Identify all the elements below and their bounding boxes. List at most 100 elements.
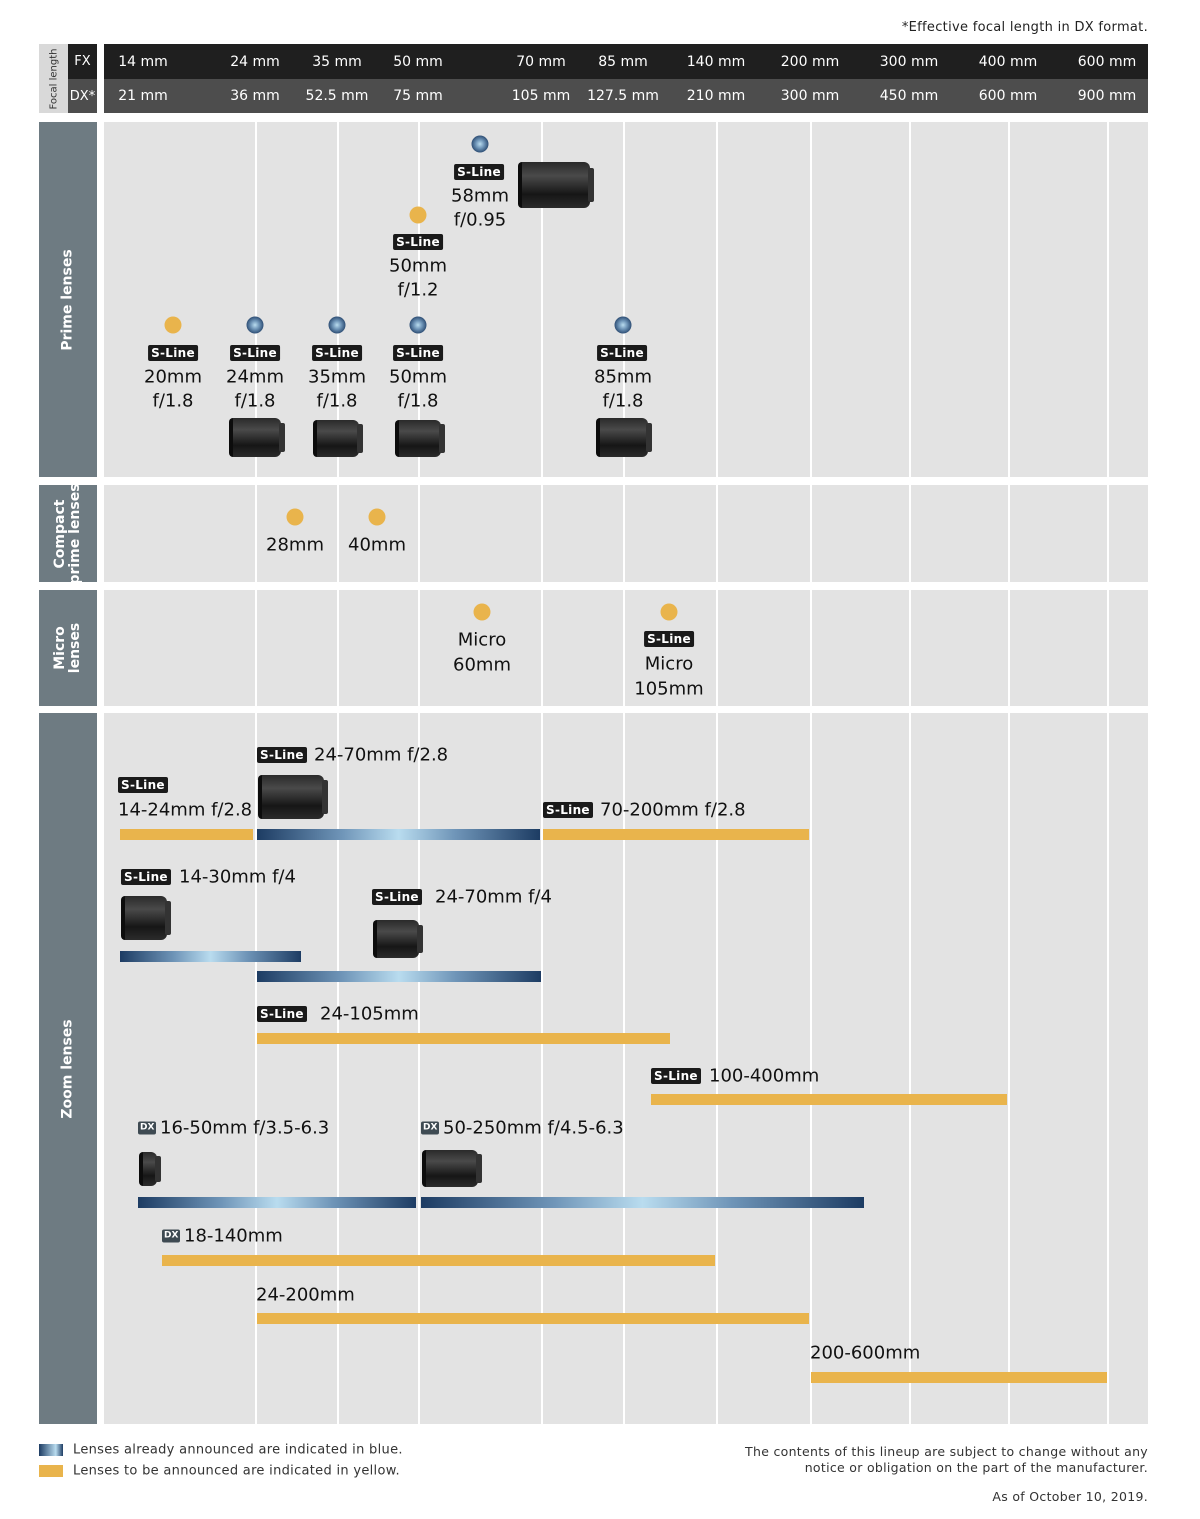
dx-focal-5: 127.5 mm bbox=[587, 88, 659, 104]
gridline bbox=[541, 713, 543, 1424]
fx-label: FX bbox=[68, 44, 97, 79]
dx-label: DX* bbox=[68, 79, 97, 113]
fx-focal-8: 300 mm bbox=[879, 54, 939, 70]
prime-grid bbox=[104, 122, 1148, 477]
disclaimer-line: The contents of this lineup are subject … bbox=[745, 1444, 1148, 1459]
lens-aperture[interactable]: f/0.95 bbox=[453, 209, 507, 231]
gridline bbox=[255, 122, 257, 477]
gridline bbox=[716, 122, 718, 477]
lens-label[interactable]: 14-30mm f/4 bbox=[179, 866, 296, 888]
lens-label[interactable]: 16-50mm f/3.5-6.3 bbox=[160, 1117, 330, 1139]
disclaimer: The contents of this lineup are subject … bbox=[745, 1444, 1148, 1476]
lens-focal[interactable]: 28mm bbox=[266, 534, 324, 556]
lens-focal[interactable]: 105mm bbox=[634, 678, 704, 700]
gridline bbox=[1107, 590, 1109, 706]
lens-type[interactable]: Micro bbox=[644, 653, 694, 675]
lens-focal[interactable]: 35mm bbox=[308, 366, 366, 388]
sline-badge: S-Line bbox=[393, 345, 443, 361]
gridline bbox=[810, 590, 812, 706]
lens-aperture[interactable]: f/1.8 bbox=[602, 390, 644, 412]
lens-aperture[interactable]: f/1.8 bbox=[234, 390, 276, 412]
gridline bbox=[1008, 713, 1010, 1424]
gridline bbox=[418, 485, 420, 582]
lens-aperture[interactable]: f/1.2 bbox=[397, 279, 439, 301]
gridline bbox=[716, 590, 718, 706]
lens-focal[interactable]: 85mm bbox=[594, 366, 652, 388]
dx-focal-8: 450 mm bbox=[879, 88, 939, 104]
sline-badge: S-Line bbox=[651, 1068, 701, 1084]
lens-label[interactable]: 70-200mm f/2.8 bbox=[600, 799, 746, 821]
lens-type[interactable]: Micro bbox=[457, 629, 507, 651]
legend-yellow-swatch bbox=[39, 1465, 63, 1477]
lens-aperture[interactable]: f/1.8 bbox=[152, 390, 194, 412]
range-bar-14-30 bbox=[120, 951, 301, 962]
fx-focal-4: 70 mm bbox=[516, 54, 566, 70]
gridline bbox=[337, 485, 339, 582]
lens-label[interactable]: 200-600mm bbox=[810, 1342, 921, 1364]
lens-image-85mm bbox=[596, 418, 652, 457]
lens-focal[interactable]: 20mm bbox=[144, 366, 202, 388]
lens-label[interactable]: 50-250mm f/4.5-6.3 bbox=[443, 1117, 624, 1139]
fx-focal-7: 200 mm bbox=[780, 54, 840, 70]
lens-focal[interactable]: 60mm bbox=[453, 654, 511, 676]
fx-focal-0: 14 mm bbox=[118, 54, 168, 70]
lens-label[interactable]: 24-70mm f/4 bbox=[435, 886, 552, 908]
gridline bbox=[255, 713, 257, 1424]
section-title-line: Compact bbox=[52, 499, 68, 568]
lens-label[interactable]: 100-400mm bbox=[709, 1065, 820, 1087]
range-bar-50-250 bbox=[421, 1197, 864, 1208]
lens-focal[interactable]: 50mm bbox=[389, 366, 447, 388]
sline-badge: S-Line bbox=[148, 345, 198, 361]
lens-aperture[interactable]: f/1.8 bbox=[316, 390, 358, 412]
announced-dot bbox=[328, 316, 346, 334]
section-micro-label: Micro lenses bbox=[39, 590, 97, 706]
legend-blue-swatch bbox=[39, 1444, 63, 1456]
gridline bbox=[1008, 485, 1010, 582]
dx-row bbox=[104, 79, 1148, 113]
lens-label[interactable]: 24-200mm bbox=[256, 1284, 355, 1306]
section-compact-label: Compact prime lenses bbox=[39, 483, 97, 584]
range-bar-24-70-f4 bbox=[257, 971, 541, 982]
gridline bbox=[909, 590, 911, 706]
gridline bbox=[716, 713, 718, 1424]
gridline bbox=[909, 122, 911, 477]
gridline bbox=[1008, 122, 1010, 477]
gridline bbox=[1107, 713, 1109, 1424]
gridline bbox=[255, 590, 257, 706]
lens-focal[interactable]: 24mm bbox=[226, 366, 284, 388]
fx-focal-3: 50 mm bbox=[393, 54, 443, 70]
upcoming-dot bbox=[409, 206, 427, 224]
lens-image-24-70-f28 bbox=[258, 775, 328, 819]
section-title-line: Micro bbox=[52, 626, 68, 670]
focal-length-text: Focal length bbox=[48, 48, 59, 109]
legend-upcoming: Lenses to be announced are indicated in … bbox=[73, 1463, 400, 1479]
sline-badge: S-Line bbox=[121, 869, 171, 885]
fx-focal-5: 85 mm bbox=[598, 54, 648, 70]
lens-label[interactable]: 24-105mm bbox=[320, 1003, 419, 1025]
gridline bbox=[255, 485, 257, 582]
gridline bbox=[623, 713, 625, 1424]
sline-badge: S-Line bbox=[257, 1006, 307, 1022]
range-bar-100-400 bbox=[651, 1094, 1007, 1105]
as-of-date: As of October 10, 2019. bbox=[992, 1489, 1148, 1504]
lens-aperture[interactable]: f/1.8 bbox=[397, 390, 439, 412]
section-title: Zoom lenses bbox=[59, 1018, 76, 1119]
fx-focal-9: 400 mm bbox=[978, 54, 1038, 70]
lens-focal[interactable]: 58mm bbox=[451, 185, 509, 207]
lens-focal[interactable]: 40mm bbox=[348, 534, 406, 556]
announced-dot bbox=[471, 135, 489, 153]
lens-label[interactable]: 18-140mm bbox=[184, 1225, 283, 1247]
dx-badge: DX bbox=[138, 1121, 157, 1135]
lens-image-35mm bbox=[313, 420, 363, 457]
micro-grid bbox=[104, 590, 1148, 706]
range-bar-16-50 bbox=[138, 1197, 416, 1208]
fx-focal-10: 600 mm bbox=[1077, 54, 1137, 70]
focal-length-label: Focal length bbox=[39, 44, 68, 113]
sline-badge: S-Line bbox=[454, 164, 504, 180]
announced-dot bbox=[614, 316, 632, 334]
lens-label[interactable]: 14-24mm f/2.8 bbox=[118, 799, 253, 821]
gridline bbox=[541, 485, 543, 582]
lens-focal[interactable]: 50mm bbox=[389, 255, 447, 277]
lens-label[interactable]: 24-70mm f/2.8 bbox=[314, 744, 449, 766]
sline-badge: S-Line bbox=[543, 802, 593, 818]
